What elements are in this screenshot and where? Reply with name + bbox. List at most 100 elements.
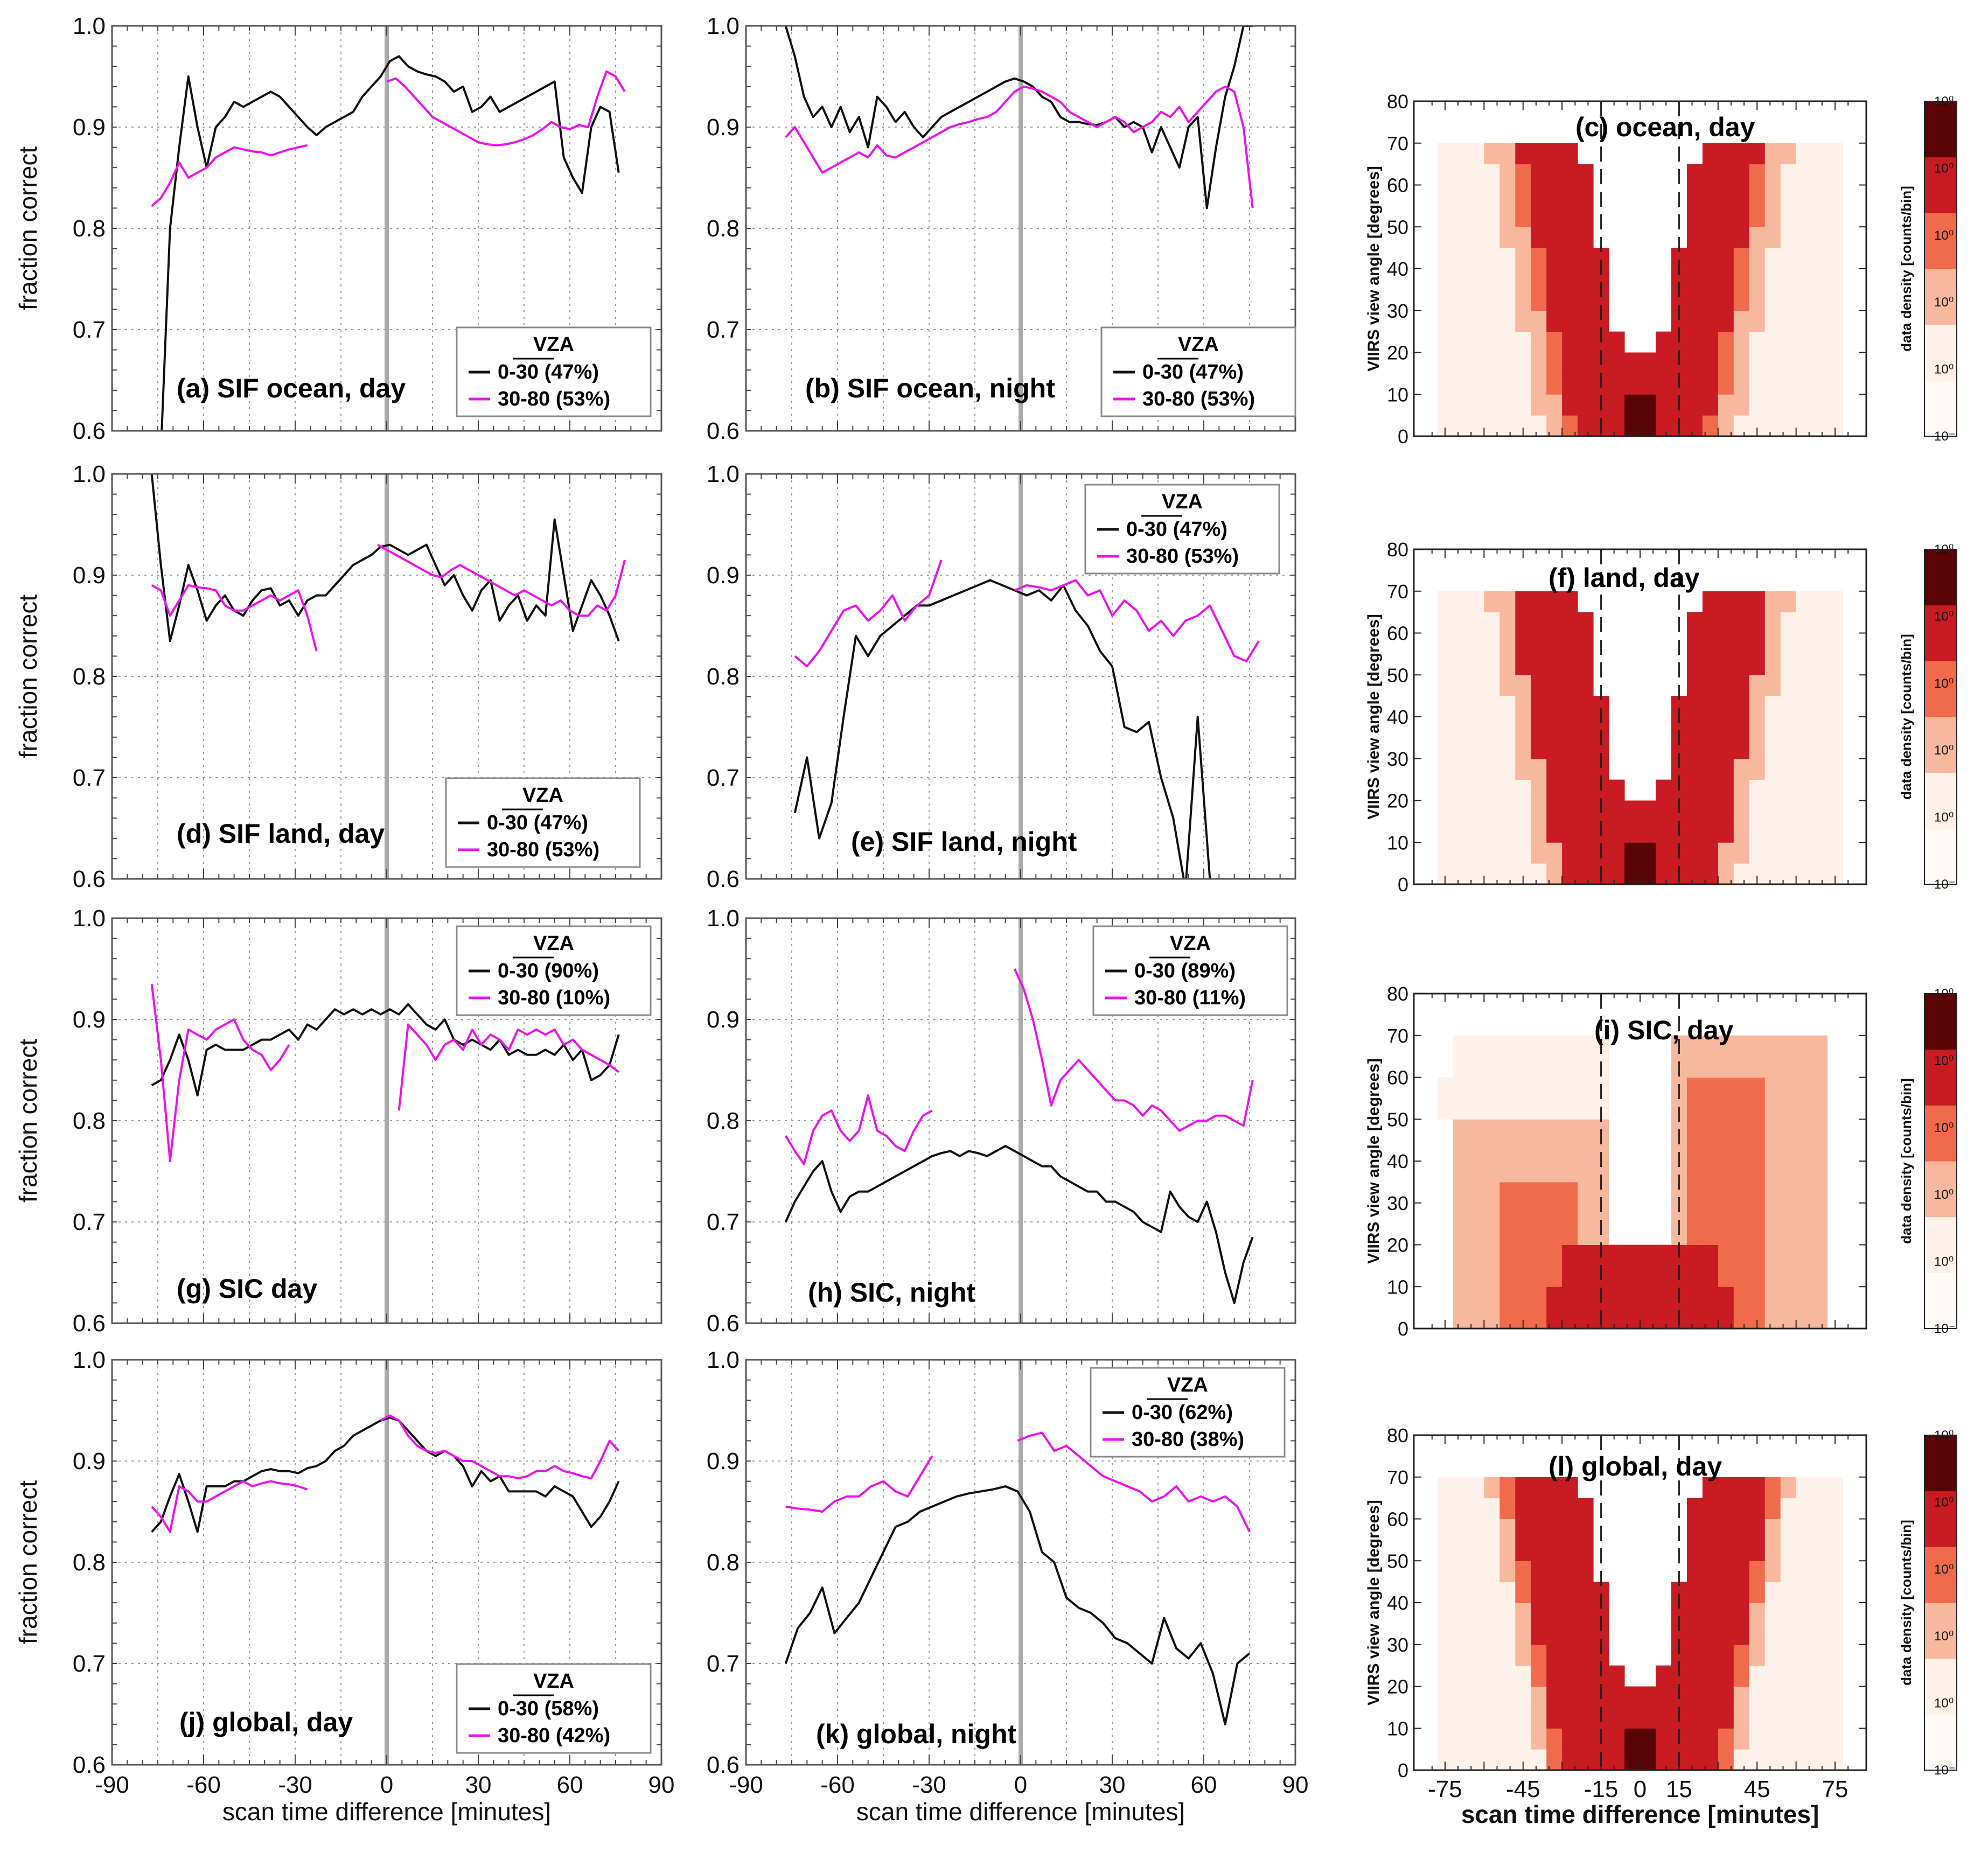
heatmap-cell xyxy=(1531,206,1547,227)
series-line-vza-30-80 xyxy=(151,144,308,207)
heatmap-cell xyxy=(1733,248,1750,269)
heatmap-cell xyxy=(1546,1603,1563,1624)
legend-entry: 0-30 (90%) xyxy=(498,960,599,982)
heatmap-cell xyxy=(1686,289,1703,311)
heatmap-cell xyxy=(1562,1140,1578,1162)
y-tick-label: 0.7 xyxy=(707,765,740,791)
heatmap-cell xyxy=(1686,185,1703,206)
heatmap-cell xyxy=(1749,1561,1766,1582)
heatmap-cell xyxy=(1749,1140,1766,1162)
colorbar-segment xyxy=(1924,994,1957,1050)
colorbar-label: data density [counts/bin] xyxy=(1898,634,1914,800)
y-tick-label: 0.8 xyxy=(707,215,740,242)
legend-entry: 0-30 (62%) xyxy=(1132,1401,1233,1424)
heatmap-cell xyxy=(1453,1644,1469,1666)
heatmap-cell xyxy=(1578,1686,1594,1708)
heatmap-cell xyxy=(1733,1540,1750,1561)
heatmap-cell xyxy=(1578,1140,1594,1162)
heatmap-cell xyxy=(1578,1182,1594,1204)
heatmap-cell xyxy=(1499,675,1516,696)
y-tick-label: 60 xyxy=(1387,1067,1408,1089)
heatmap-cell xyxy=(1749,1077,1766,1099)
heatmap-cell xyxy=(1531,1749,1547,1771)
series-line-vza-0-30 xyxy=(784,1485,1251,1725)
heatmap-cell xyxy=(1453,1728,1469,1750)
heatmap-cell xyxy=(1702,1561,1719,1582)
heatmap-cell xyxy=(1686,1686,1703,1708)
series-line-vza-30-80 xyxy=(386,70,626,146)
heatmap-cell xyxy=(1531,1540,1547,1561)
panel-g: 0.6 0.7 0.8 0.9 1.0 fraction correct (g) SIC d… xyxy=(14,905,662,1337)
heatmap-cell xyxy=(1718,675,1734,696)
heatmap-cell xyxy=(1718,310,1734,332)
x-tick-label: 0 xyxy=(380,1772,393,1798)
heatmap-cell xyxy=(1499,1665,1516,1687)
colorbar-tick-label: 10⁰ xyxy=(1934,810,1954,825)
y-tick-label: 20 xyxy=(1387,1676,1408,1698)
heatmap-cell xyxy=(1702,800,1719,822)
heatmap-cell xyxy=(1531,1140,1547,1162)
heatmap-cell xyxy=(1749,675,1766,696)
heatmap-cell xyxy=(1531,821,1547,843)
heatmap-cell xyxy=(1546,1623,1563,1645)
heatmap-cell xyxy=(1484,821,1500,843)
heatmap-cell xyxy=(1546,248,1563,269)
heatmap-cell xyxy=(1531,863,1547,885)
heatmap-cell xyxy=(1718,331,1734,353)
y-tick-label: 80 xyxy=(1387,983,1408,1005)
y-tick-label: 0.8 xyxy=(707,663,740,690)
heatmap-cell xyxy=(1531,654,1547,675)
heatmap-cell xyxy=(1531,779,1547,801)
heatmap-cell xyxy=(1531,1707,1547,1729)
heatmap-cell xyxy=(1733,1519,1750,1540)
heatmap-cell xyxy=(1733,1266,1750,1287)
heatmap-cell xyxy=(1749,821,1766,843)
heatmap-cell xyxy=(1780,1644,1797,1666)
heatmap-cell xyxy=(1515,758,1531,780)
heatmap-cell xyxy=(1546,1540,1563,1561)
panel-f: 0 10 20 30 40 50 60 70 80 VIIRS view angle [degre… xyxy=(1365,539,1957,896)
heatmap-cell xyxy=(1796,1140,1812,1162)
heatmap-cell xyxy=(1453,842,1469,864)
heatmap-cell xyxy=(1624,842,1641,864)
heatmap-cell xyxy=(1702,269,1719,290)
y-tick-label: 0.9 xyxy=(707,1007,740,1033)
heatmap-cell xyxy=(1749,227,1766,248)
heatmap-cell xyxy=(1499,654,1516,675)
heatmap-cell xyxy=(1453,164,1469,185)
y-tick-label: 0.9 xyxy=(73,562,106,589)
colorbar-segment xyxy=(1924,1105,1957,1162)
heatmap-cell xyxy=(1468,1077,1484,1099)
heatmap-cell xyxy=(1749,1035,1766,1057)
heatmap-cell xyxy=(1484,1644,1500,1666)
heatmap-cell xyxy=(1733,227,1750,248)
heatmap-cell xyxy=(1686,1098,1703,1120)
heatmap-cell xyxy=(1531,331,1547,353)
heatmap-cell xyxy=(1702,737,1719,759)
heatmap-cell xyxy=(1484,1035,1500,1057)
heatmap-cell xyxy=(1796,143,1812,165)
heatmap-cell xyxy=(1764,269,1781,290)
heatmap-cell xyxy=(1811,1603,1828,1624)
heatmap-cell xyxy=(1796,758,1812,780)
heatmap-cell xyxy=(1531,1477,1547,1499)
heatmap-cell xyxy=(1468,1686,1484,1708)
heatmap-cell xyxy=(1749,331,1766,353)
colorbar-segment xyxy=(1924,213,1957,269)
heatmap-cell xyxy=(1686,737,1703,759)
heatmap-cell xyxy=(1749,1519,1766,1540)
panel-a: 0.6 0.7 0.8 0.9 1.0 fraction correct (a) SIF o… xyxy=(14,13,662,444)
heatmap-cell xyxy=(1562,1266,1578,1287)
heatmap-cell xyxy=(1780,1077,1797,1099)
heatmap-cell xyxy=(1718,1161,1734,1183)
heatmap-cell xyxy=(1609,415,1625,437)
heatmap-cell xyxy=(1749,1686,1766,1708)
series-line-vza-0-30 xyxy=(793,579,1211,879)
heatmap-cell xyxy=(1562,800,1578,822)
y-tick-label: 0.7 xyxy=(707,317,740,343)
y-tick-label: 50 xyxy=(1387,664,1408,686)
heatmap-cell xyxy=(1437,779,1453,801)
heatmap-cell xyxy=(1718,289,1734,311)
y-axis-label: fraction correct xyxy=(14,146,42,310)
